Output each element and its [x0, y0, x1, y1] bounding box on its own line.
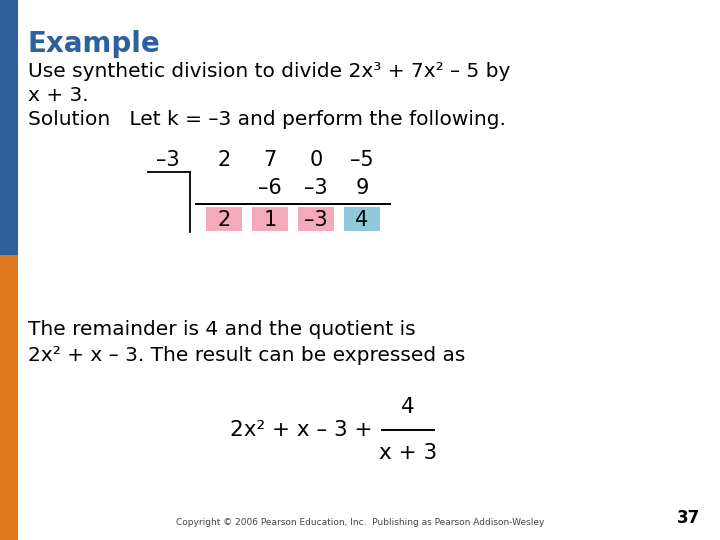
Bar: [298, 207, 334, 231]
Bar: [0, 255, 18, 540]
Text: 2x² + x – 3. The result can be expressed as: 2x² + x – 3. The result can be expressed…: [28, 346, 465, 365]
Text: –3: –3: [304, 210, 328, 230]
Text: x + 3: x + 3: [379, 443, 437, 463]
Bar: [252, 207, 288, 231]
Text: Use synthetic division to divide 2x³ + 7x² – 5 by: Use synthetic division to divide 2x³ + 7…: [28, 62, 510, 81]
Text: 4: 4: [356, 210, 369, 230]
Text: 7: 7: [264, 150, 276, 170]
Text: 0: 0: [310, 150, 323, 170]
Text: –3: –3: [304, 178, 328, 198]
Bar: [206, 207, 242, 231]
Text: –6: –6: [258, 178, 282, 198]
Text: 2: 2: [217, 210, 230, 230]
Bar: [0, 0, 18, 255]
Text: Copyright © 2006 Pearson Education, Inc.  Publishing as Pearson Addison-Wesley: Copyright © 2006 Pearson Education, Inc.…: [176, 518, 544, 527]
Text: 9: 9: [355, 178, 369, 198]
Text: x + 3.: x + 3.: [28, 86, 89, 105]
Text: 2x² + x – 3 +: 2x² + x – 3 +: [230, 420, 372, 440]
Text: –3: –3: [156, 150, 180, 170]
Text: Solution   Let k = –3 and perform the following.: Solution Let k = –3 and perform the foll…: [28, 110, 506, 129]
Text: 2: 2: [217, 150, 230, 170]
Text: The remainder is 4 and the quotient is: The remainder is 4 and the quotient is: [28, 320, 415, 339]
Text: Example: Example: [28, 30, 161, 58]
Text: 1: 1: [264, 210, 276, 230]
Text: –5: –5: [350, 150, 374, 170]
Text: 4: 4: [401, 397, 415, 417]
Bar: [344, 207, 380, 231]
Text: 37: 37: [677, 509, 700, 527]
